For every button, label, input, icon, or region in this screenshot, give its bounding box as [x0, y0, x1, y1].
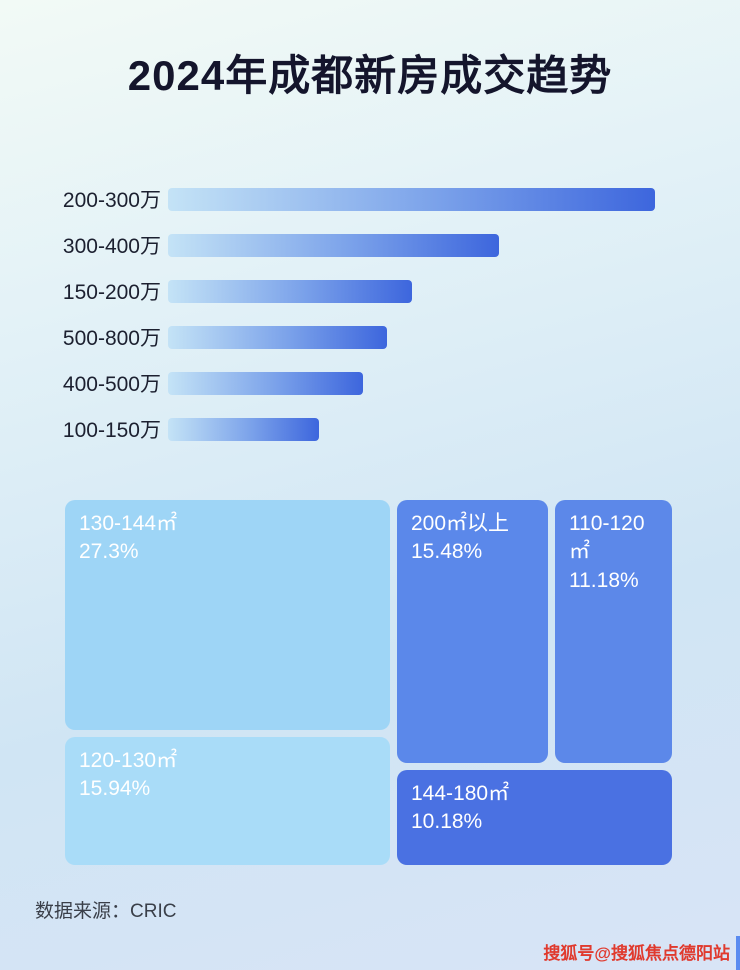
treemap-label: 144-180㎡	[411, 782, 510, 805]
bar-row: 500-800万	[0, 314, 740, 360]
treemap-percent: 11.18%	[569, 568, 639, 592]
bar	[168, 233, 500, 257]
treemap-block: 130-144㎡ 27.3%	[65, 500, 390, 730]
bar-track	[168, 233, 655, 257]
bar	[168, 279, 412, 303]
price-range-bar-chart: 200-300万 300-400万 150-200万 500-800万 400-	[0, 176, 740, 452]
bar-row: 100-150万	[0, 406, 740, 452]
watermark-text: 搜狐号@搜狐焦点德阳站	[543, 944, 730, 963]
bar-row: 150-200万	[0, 268, 740, 314]
bar-track	[168, 187, 655, 211]
page-title: 2024年成都新房成交趋势	[127, 52, 613, 99]
treemap-percent: 10.18%	[411, 810, 483, 834]
bar-category-label: 400-500万	[62, 373, 161, 396]
bar	[168, 417, 319, 441]
treemap-label: 130-144㎡	[79, 512, 178, 535]
bar-category-label: 200-300万	[62, 189, 161, 212]
bar-track	[168, 279, 655, 303]
bar-category-label: 500-800万	[62, 327, 161, 350]
bar-row: 400-500万	[0, 360, 740, 406]
treemap-label: 200㎡以上	[411, 512, 510, 535]
treemap-block: 144-180㎡ 10.18%	[397, 770, 672, 865]
treemap-block: 110-120㎡ 11.18%	[555, 500, 672, 763]
bar	[168, 325, 388, 349]
bar-track	[168, 371, 655, 395]
treemap-percent: 27.3%	[79, 540, 139, 564]
bar-category-label: 300-400万	[62, 235, 161, 258]
screen-edge-artifact	[736, 936, 740, 970]
treemap-percent: 15.48%	[411, 540, 483, 564]
bar-track	[168, 417, 655, 441]
bar-row: 200-300万	[0, 176, 740, 222]
treemap-percent: 15.94%	[79, 777, 151, 801]
treemap-label: 120-130㎡	[79, 749, 178, 772]
treemap-label: 110-120㎡	[569, 512, 645, 564]
bar	[168, 187, 655, 211]
bar	[168, 371, 363, 395]
treemap-block: 120-130㎡ 15.94%	[65, 737, 390, 865]
bar-track	[168, 325, 655, 349]
data-source-label: 数据来源：CRIC	[35, 901, 177, 922]
bar-category-label: 100-150万	[62, 419, 161, 442]
bar-row: 300-400万	[0, 222, 740, 268]
treemap-block: 200㎡以上 15.48%	[397, 500, 548, 763]
bar-category-label: 150-200万	[62, 281, 161, 304]
